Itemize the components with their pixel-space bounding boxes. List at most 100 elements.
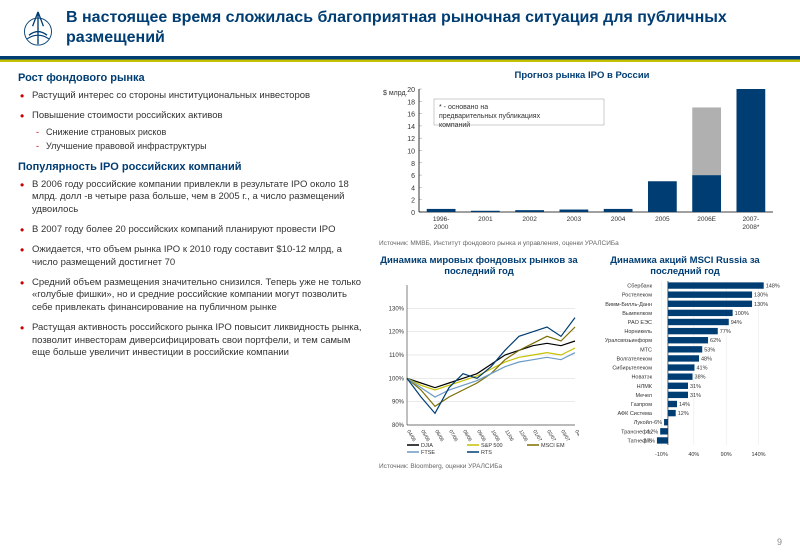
bullet: Растущий интерес со стороны институциона… (32, 90, 363, 102)
svg-text:16: 16 (407, 112, 415, 119)
svg-text:08/06: 08/06 (461, 429, 473, 443)
svg-text:-12%: -12% (645, 429, 658, 435)
svg-text:11/06: 11/06 (503, 429, 514, 443)
svg-text:80%: 80% (392, 423, 405, 429)
svg-text:АФК Система: АФК Система (617, 411, 652, 417)
svg-text:-10%: -10% (655, 452, 668, 458)
svg-text:DJIA: DJIA (421, 443, 433, 449)
bullet: Растущая активность российского рынка IP… (32, 322, 363, 359)
bullet: В 2007 году более 20 российских компаний… (32, 224, 363, 236)
svg-text:S&P 500: S&P 500 (481, 443, 503, 449)
svg-text:41%: 41% (696, 366, 707, 372)
svg-text:Новатэк: Новатэк (631, 375, 652, 381)
hbar-chart-title: Динамика акций MSCI Russia за последний … (585, 255, 785, 277)
svg-text:Вимм-Билль-Данн: Вимм-Билль-Данн (605, 302, 652, 308)
right-column: Прогноз рынка IPO в России 0246810121416… (373, 68, 785, 476)
svg-text:Газпром: Газпром (631, 402, 652, 408)
svg-text:РАО ЕЭС: РАО ЕЭС (628, 320, 652, 326)
svg-text:03/07: 03/07 (559, 429, 571, 443)
sub-bullet: Улучшение правовой инфраструктуры (46, 141, 363, 153)
svg-text:110%: 110% (389, 353, 405, 359)
svg-text:-6%: -6% (652, 420, 662, 426)
svg-text:31%: 31% (690, 393, 701, 399)
line-chart-source: Источник: Bloomberg, оценки УРАЛСИБа (379, 463, 785, 470)
svg-text:Вымпелком: Вымпелком (622, 311, 652, 317)
svg-text:2000: 2000 (434, 224, 449, 231)
logo-icon (20, 8, 56, 48)
page-title: В настоящее время сложилась благоприятна… (66, 8, 780, 48)
svg-text:04/07: 04/07 (573, 429, 579, 443)
line-chart: 80%90%100%110%120%130%04/0605/0606/0607/… (379, 279, 579, 459)
svg-text:8: 8 (411, 161, 415, 168)
svg-text:04/06: 04/06 (405, 429, 417, 443)
svg-text:77%: 77% (720, 329, 731, 335)
svg-text:12/06: 12/06 (517, 429, 529, 443)
divider-band (0, 56, 800, 62)
bullet: Повышение стоимости российских активов С… (32, 110, 363, 153)
svg-text:Сбербанк: Сбербанк (627, 284, 652, 290)
svg-text:05/06: 05/06 (419, 429, 431, 443)
svg-text:НЛМК: НЛМК (637, 384, 653, 390)
svg-text:$ млрд.: $ млрд. (383, 90, 408, 97)
svg-text:FTSE: FTSE (421, 450, 435, 456)
svg-text:Норникель: Норникель (624, 329, 652, 335)
svg-text:4: 4 (411, 185, 415, 192)
line-chart-title: Динамика мировых фондовых рынков за посл… (379, 255, 579, 277)
svg-text:31%: 31% (690, 384, 701, 390)
svg-text:6: 6 (411, 173, 415, 180)
svg-text:2003: 2003 (567, 216, 582, 223)
svg-text:06/06: 06/06 (433, 429, 445, 443)
svg-text:2006E: 2006E (697, 216, 716, 223)
svg-text:48%: 48% (701, 356, 712, 362)
bar-chart-source: Источник: ММВБ, Институт фондового рынка… (379, 240, 785, 247)
svg-text:0: 0 (411, 210, 415, 217)
svg-text:100%: 100% (735, 311, 749, 317)
left-column: Рост фондового рынка Растущий интерес со… (18, 68, 373, 476)
svg-text:90%: 90% (721, 452, 732, 458)
svg-text:Лукойл: Лукойл (634, 419, 652, 426)
svg-text:2007-: 2007- (743, 216, 760, 223)
svg-text:10: 10 (407, 149, 415, 156)
svg-text:MSCI EM: MSCI EM (541, 443, 565, 449)
svg-text:94%: 94% (731, 320, 742, 326)
svg-text:RTS: RTS (481, 450, 492, 456)
svg-text:2001: 2001 (478, 216, 493, 223)
svg-text:09/06: 09/06 (475, 429, 487, 443)
section-title-2: Популярность IPO российских компаний (18, 161, 363, 173)
svg-text:Уралсвязьинформ: Уралсвязьинформ (605, 338, 652, 344)
bar-chart: 02468101214161820$ млрд.1996-20002001200… (379, 83, 779, 238)
svg-text:1996-: 1996- (433, 216, 450, 223)
hbar-chart: -10%40%90%140%Сбербанк148%Ростелеком130%… (585, 279, 785, 459)
sub-bullet: Снижение страновых рисков (46, 127, 363, 139)
svg-text:140%: 140% (751, 452, 765, 458)
svg-text:-17%: -17% (642, 438, 655, 444)
svg-text:12%: 12% (678, 411, 689, 417)
svg-text:14%: 14% (679, 402, 690, 408)
svg-text:Ростелеком: Ростелеком (622, 293, 652, 299)
svg-text:2005: 2005 (655, 216, 670, 223)
header: В настоящее время сложилась благоприятна… (0, 0, 800, 52)
svg-text:Мечел: Мечел (636, 393, 652, 399)
svg-text:90%: 90% (392, 400, 405, 406)
section-title-1: Рост фондового рынка (18, 72, 363, 84)
svg-text:01/07: 01/07 (531, 429, 543, 443)
svg-text:18: 18 (407, 99, 415, 106)
svg-text:12: 12 (407, 136, 415, 143)
svg-text:130%: 130% (754, 293, 768, 299)
bar-chart-title: Прогноз рынка IPO в России (379, 70, 785, 81)
svg-text:38%: 38% (695, 375, 706, 381)
svg-text:02/07: 02/07 (545, 429, 557, 443)
svg-text:53%: 53% (704, 347, 715, 353)
svg-text:130%: 130% (754, 302, 768, 308)
svg-text:100%: 100% (389, 376, 405, 382)
svg-text:62%: 62% (710, 338, 721, 344)
bullet: Средний объем размещения значительно сни… (32, 277, 363, 314)
svg-text:2002: 2002 (522, 216, 537, 223)
svg-text:2004: 2004 (611, 216, 626, 223)
svg-text:148%: 148% (766, 284, 780, 290)
svg-text:20: 20 (407, 87, 415, 94)
svg-text:14: 14 (407, 124, 415, 131)
svg-text:130%: 130% (389, 306, 405, 312)
bullet: В 2006 году российские компании привлекл… (32, 179, 363, 216)
svg-text:Волгателеком: Волгателеком (616, 356, 652, 362)
